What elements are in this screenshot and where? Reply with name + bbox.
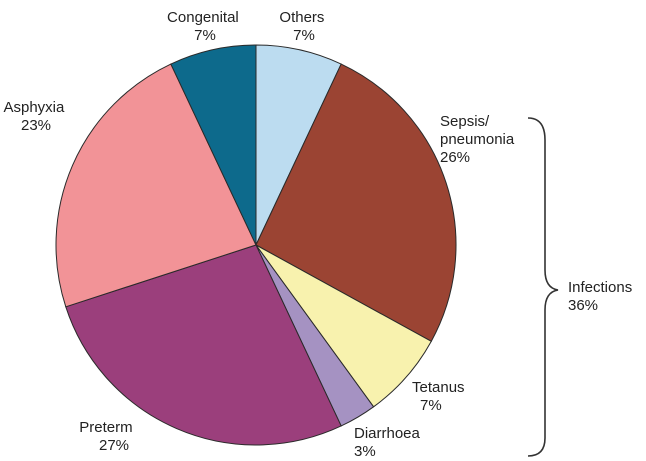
infections-group-label: Infections 36% xyxy=(568,279,636,314)
slice-label-preterm-name: Preterm xyxy=(79,419,132,436)
slice-label-tetanus-name: Tetanus xyxy=(412,379,465,396)
slice-label-sepsis-pneumonia-name-1: Sepsis/ xyxy=(440,113,490,130)
slice-label-congenital-value: 7% xyxy=(194,27,216,44)
slice-label-tetanus-value: 7% xyxy=(420,397,442,414)
slice-label-diarrhoea-name: Diarrhoea xyxy=(354,425,421,442)
infections-group-name: Infections xyxy=(568,279,632,296)
slice-label-asphyxia-value: 23% xyxy=(21,117,51,134)
slice-label-sepsis-pneumonia-value: 26% xyxy=(440,149,470,166)
infections-brace xyxy=(527,117,559,457)
slice-label-others: Others 7% xyxy=(279,9,328,44)
slice-label-asphyxia: Asphyxia 23% xyxy=(3,99,68,134)
infections-group-value: 36% xyxy=(568,297,598,314)
slice-label-diarrhoea-value: 3% xyxy=(354,443,376,460)
pie-slice-congenital xyxy=(170,44,257,246)
slice-label-tetanus: Tetanus 7% xyxy=(412,379,469,414)
slice-label-preterm-value: 27% xyxy=(99,437,129,454)
slice-label-asphyxia-name: Asphyxia xyxy=(3,99,65,116)
slice-label-sepsis-pneumonia-name-2: pneumonia xyxy=(440,131,515,148)
slice-label-others-name: Others xyxy=(279,9,324,26)
slice-label-congenital: Congenital 7% xyxy=(167,9,243,44)
slice-label-preterm: Preterm 27% xyxy=(79,419,137,454)
pie-slice-asphyxia xyxy=(55,63,257,308)
slice-labels: Others 7% Sepsis/ pneumonia 26% Tetanus … xyxy=(3,9,518,460)
slice-label-sepsis-pneumonia: Sepsis/ pneumonia 26% xyxy=(440,113,518,166)
pie-slice-preterm xyxy=(65,244,342,446)
slice-label-others-value: 7% xyxy=(293,27,315,44)
pie-slices xyxy=(55,44,457,446)
slice-label-diarrhoea: Diarrhoea 3% xyxy=(354,425,424,460)
slice-label-congenital-name: Congenital xyxy=(167,9,239,26)
